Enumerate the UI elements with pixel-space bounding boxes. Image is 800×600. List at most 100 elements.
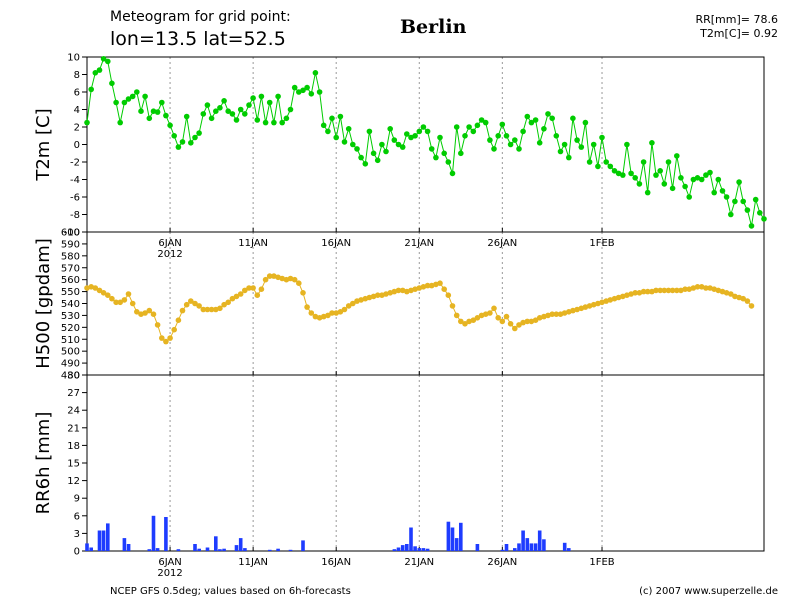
data-point <box>674 153 680 159</box>
data-point <box>113 99 119 106</box>
y-tick-label: 570 <box>61 263 80 274</box>
stat-t2m-mean: T2m[C]= 0.92 <box>699 27 778 40</box>
precip-bar <box>392 549 397 551</box>
data-point <box>657 168 663 174</box>
data-point <box>536 315 543 321</box>
data-point <box>653 172 659 178</box>
data-point <box>649 140 655 146</box>
data-point <box>703 172 709 178</box>
y-tick-label: -8 <box>70 210 80 221</box>
precip-bar <box>396 547 401 551</box>
precip-bar <box>409 527 413 551</box>
footer-source: NCEP GFS 0.5deg; values based on 6h-fore… <box>110 586 351 597</box>
precip-bar <box>417 548 422 551</box>
data-point <box>366 128 373 135</box>
data-point <box>279 275 286 282</box>
x-tick-label: 11JAN <box>238 238 268 249</box>
y-tick-label: 2 <box>74 123 80 134</box>
y-tick-label: 9 <box>74 494 80 505</box>
data-point <box>213 108 219 114</box>
x-tick-label: 26JAN <box>487 557 517 568</box>
data-point <box>262 119 269 126</box>
data-point <box>341 306 348 313</box>
data-point <box>482 311 489 318</box>
data-point <box>561 141 568 148</box>
y-tick-label: 600 <box>61 228 80 239</box>
x-tick-label: 21JAN <box>404 557 434 568</box>
data-point <box>304 84 310 91</box>
data-point <box>441 150 448 157</box>
precip-bar <box>122 538 127 551</box>
precip-bar <box>525 538 530 551</box>
precip-bar <box>268 549 272 551</box>
data-point <box>453 124 460 130</box>
data-point <box>250 95 256 101</box>
data-point <box>217 105 223 111</box>
data-point <box>391 288 398 295</box>
data-point <box>374 292 381 299</box>
y-tick-label: 12 <box>67 476 80 487</box>
y-tick-label: 15 <box>67 459 80 470</box>
data-point <box>620 172 626 178</box>
precip-bar <box>475 544 480 551</box>
precip-bar <box>101 530 106 551</box>
data-point <box>275 93 281 100</box>
data-point <box>541 126 547 132</box>
precip-bar <box>151 515 156 551</box>
data-point <box>134 309 140 315</box>
data-point <box>242 287 248 294</box>
y-tick-label: 8 <box>74 70 80 81</box>
data-point <box>117 299 123 306</box>
data-point <box>611 168 618 174</box>
x-tick-label: 1FEB <box>589 557 614 568</box>
precip-bar <box>301 540 305 551</box>
y-tick-label: 560 <box>61 275 80 286</box>
data-point <box>507 141 514 148</box>
data-point <box>487 310 493 316</box>
data-point <box>179 307 186 314</box>
y-tick-label: 580 <box>61 251 80 262</box>
data-point <box>703 285 709 291</box>
data-point <box>329 115 335 122</box>
data-point <box>566 154 572 161</box>
data-point <box>84 285 90 291</box>
precip-bar <box>513 548 517 551</box>
data-point <box>707 169 713 176</box>
data-point <box>470 317 477 324</box>
data-point <box>154 322 161 328</box>
data-point <box>129 93 136 100</box>
data-point <box>561 310 568 316</box>
data-point <box>669 287 676 294</box>
y-tick-label: 490 <box>61 359 80 370</box>
data-point <box>92 285 99 291</box>
data-point <box>374 157 381 164</box>
data-point <box>92 70 99 76</box>
series-line <box>86 58 765 227</box>
data-point <box>233 117 240 123</box>
data-point <box>653 287 659 294</box>
precip-bar <box>205 547 210 551</box>
data-point <box>121 99 128 106</box>
data-point <box>678 287 684 294</box>
y-axis-label: T2m [C] <box>33 108 54 181</box>
precip-bar <box>238 538 243 551</box>
data-point <box>233 293 240 300</box>
data-point <box>345 303 352 309</box>
data-point <box>512 325 518 332</box>
data-point <box>549 311 555 318</box>
data-point <box>300 87 306 94</box>
data-point <box>279 119 286 126</box>
data-point <box>748 223 755 229</box>
data-point <box>258 286 265 293</box>
data-point <box>748 303 755 309</box>
precip-bar <box>459 522 463 551</box>
y-tick-label: 530 <box>61 311 80 322</box>
panel-frame <box>86 374 765 552</box>
x-tick-label: 21JAN <box>404 238 434 249</box>
precip-bar <box>176 549 181 551</box>
x-tick-label: 26JAN <box>487 238 517 249</box>
data-point <box>266 273 273 279</box>
data-point <box>163 112 169 119</box>
data-point <box>661 181 668 187</box>
